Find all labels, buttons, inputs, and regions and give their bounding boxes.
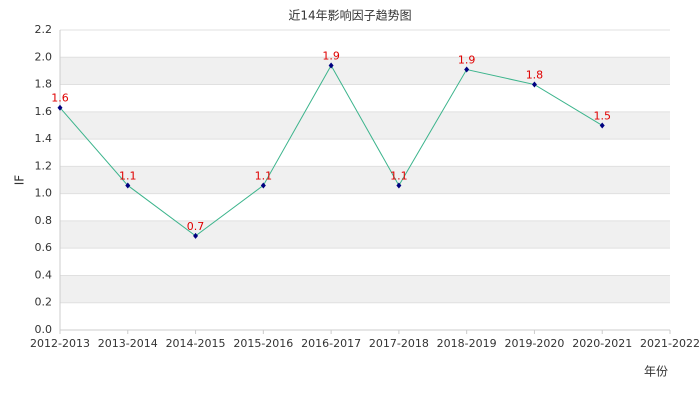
point	[193, 232, 199, 239]
x-tick-label: 2013-2014	[98, 337, 158, 350]
y-tick-label: 1.2	[35, 159, 53, 172]
y-tick-label: 0.8	[35, 214, 53, 227]
value-label: 1.1	[119, 169, 137, 182]
y-tick-label: 1.0	[35, 187, 53, 200]
chart-title: 近14年影响因子趋势图	[288, 8, 411, 23]
y-axis-label: IF	[13, 175, 27, 186]
grid-stripe	[60, 220, 670, 249]
value-label: 1.9	[458, 54, 476, 67]
y-tick-label: 0.6	[35, 241, 53, 254]
y-tick-label: 1.6	[35, 105, 53, 118]
x-tick-label: 2021-2022	[640, 337, 700, 350]
point	[125, 182, 131, 189]
value-label: 1.9	[322, 49, 340, 62]
point	[396, 182, 402, 189]
x-tick-label: 2018-2019	[437, 337, 497, 350]
y-tick-label: 1.4	[35, 132, 53, 145]
x-tick-label: 2014-2015	[166, 337, 226, 350]
y-tick-label: 0.2	[35, 296, 53, 309]
grid-stripe	[60, 275, 670, 303]
x-tick-label: 2016-2017	[301, 337, 361, 350]
x-tick-label: 2017-2018	[369, 337, 429, 350]
line	[59, 64, 603, 237]
point	[599, 122, 605, 129]
grid-stripe	[60, 57, 670, 85]
x-tick-label: 2015-2016	[233, 337, 293, 350]
x-axis-label: 年份	[644, 365, 668, 379]
x-tick-label: 2020-2021	[572, 337, 632, 350]
y-tick-label: 0.0	[35, 323, 53, 336]
grid-stripe	[60, 166, 670, 194]
point	[531, 81, 537, 88]
value-label: 1.1	[390, 169, 408, 182]
value-label: 1.8	[526, 69, 544, 82]
y-tick-label: 2.0	[35, 50, 53, 63]
point	[57, 104, 63, 111]
x-tick-label: 2019-2020	[504, 337, 564, 350]
value-label: 1.6	[51, 92, 69, 105]
point	[464, 66, 470, 73]
y-tick-label: 1.8	[35, 78, 53, 91]
value-label: 0.7	[187, 220, 205, 233]
x-tick-label: 2012-2013	[30, 337, 90, 350]
y-tick-label: 0.4	[35, 268, 53, 281]
value-label: 1.1	[255, 169, 273, 182]
value-label: 1.5	[593, 109, 611, 122]
y-tick-label: 2.2	[35, 23, 53, 36]
point	[260, 182, 266, 189]
point	[328, 62, 334, 69]
